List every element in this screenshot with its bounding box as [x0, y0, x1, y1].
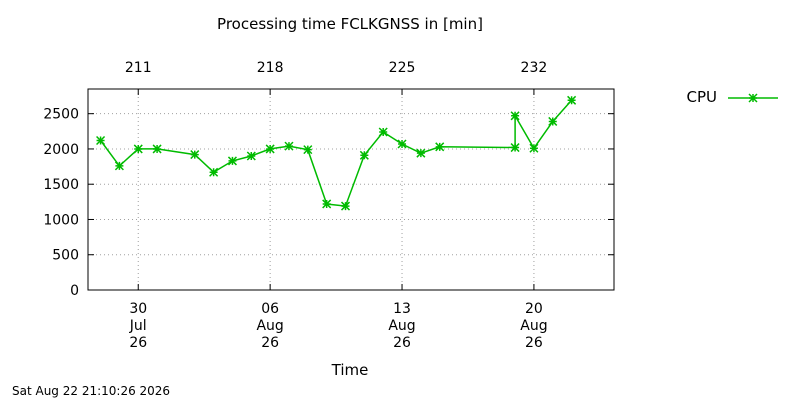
data-point-glyph: [209, 167, 219, 177]
data-point-glyph: [303, 145, 313, 155]
data-point: [529, 143, 539, 153]
data-point: [246, 151, 256, 161]
data-point: [548, 116, 558, 126]
data-point: [416, 148, 426, 158]
data-point-glyph: [114, 161, 124, 171]
data-point: [510, 111, 520, 121]
x-tick-label: Aug: [520, 318, 547, 334]
data-point: [284, 141, 294, 151]
y-tick-label: 0: [70, 283, 79, 299]
data-point-glyph: [96, 135, 106, 146]
x2-tick-label: 232: [521, 60, 548, 76]
data-point-glyph: [416, 148, 426, 158]
data-point: [114, 161, 124, 171]
data-point: [322, 199, 332, 209]
data-point-glyph: [510, 143, 520, 153]
x-tick-label: Aug: [256, 318, 283, 334]
data-point: [340, 201, 351, 211]
footer-timestamp: Sat Aug 22 21:10:26 2026: [12, 384, 170, 398]
series-layer: [96, 95, 577, 211]
x-tick-label: 26: [129, 335, 147, 351]
legend-label-cpu: CPU: [687, 88, 718, 106]
data-point: [510, 143, 520, 153]
data-point-glyph: [359, 150, 369, 160]
x-tick-label: Jul: [129, 318, 147, 334]
x2-tick-label: 211: [125, 60, 152, 76]
data-point-glyph: [227, 156, 237, 166]
data-point: [303, 145, 313, 155]
data-point-glyph: [133, 144, 143, 154]
data-point: [435, 142, 445, 152]
x-tick-label: 06: [261, 301, 279, 317]
series-line-cpu: [99, 99, 573, 207]
data-point: [359, 150, 369, 160]
data-point-glyph: [567, 95, 577, 105]
y-tick-label: 2000: [43, 142, 79, 158]
data-point: [133, 144, 143, 154]
data-point-glyph: [322, 199, 332, 209]
x-tick-label: 26: [525, 335, 543, 351]
data-point-glyph: [265, 144, 275, 154]
x-tick-label: 30: [129, 301, 147, 317]
x-tick-label: 26: [393, 335, 411, 351]
x-tick-label: Aug: [388, 318, 415, 334]
x-tick-label: 20: [525, 301, 543, 317]
y-tick-label: 1000: [43, 212, 79, 228]
data-point-glyph: [152, 144, 162, 154]
data-point: [567, 95, 577, 105]
x2-tick-label: 218: [257, 60, 284, 76]
data-point: [152, 144, 162, 154]
grid-lines: [88, 89, 614, 290]
data-point-glyph: [378, 127, 388, 137]
data-point-glyph: [340, 201, 351, 211]
data-point-glyph: [284, 141, 294, 151]
data-point-glyph: [190, 150, 200, 160]
data-point: [209, 167, 219, 177]
x-tick-label: 13: [393, 301, 411, 317]
legend-marker-glyph-glyph: [748, 93, 758, 103]
x-axis-label: Time: [331, 361, 369, 379]
legend-marker-cpu: [748, 93, 758, 103]
axis-ticks: 0500100015002000250030Jul2606Aug2613Aug2…: [43, 60, 614, 351]
chart-title: Processing time FCLKGNSS in [min]: [217, 15, 483, 33]
data-point-glyph: [435, 142, 445, 152]
data-point-glyph: [529, 143, 539, 153]
data-point: [227, 156, 237, 166]
plot-area-frame: [87, 88, 615, 291]
y-tick-label: 1500: [43, 177, 79, 193]
x-tick-label: 26: [261, 335, 279, 351]
legend-marker-glyph: [748, 93, 758, 103]
y-tick-label: 2500: [43, 107, 79, 123]
x2-tick-label: 225: [389, 60, 416, 76]
data-point: [96, 135, 106, 146]
legend: CPU: [687, 88, 778, 106]
y-tick-label: 500: [52, 248, 79, 264]
data-point-glyph: [548, 116, 558, 126]
data-point: [378, 127, 388, 137]
data-point-glyph: [510, 111, 520, 121]
data-point-glyph: [246, 151, 256, 161]
data-point: [397, 139, 407, 149]
data-point-glyph: [397, 139, 407, 149]
data-point: [190, 150, 200, 160]
data-point: [265, 144, 275, 154]
